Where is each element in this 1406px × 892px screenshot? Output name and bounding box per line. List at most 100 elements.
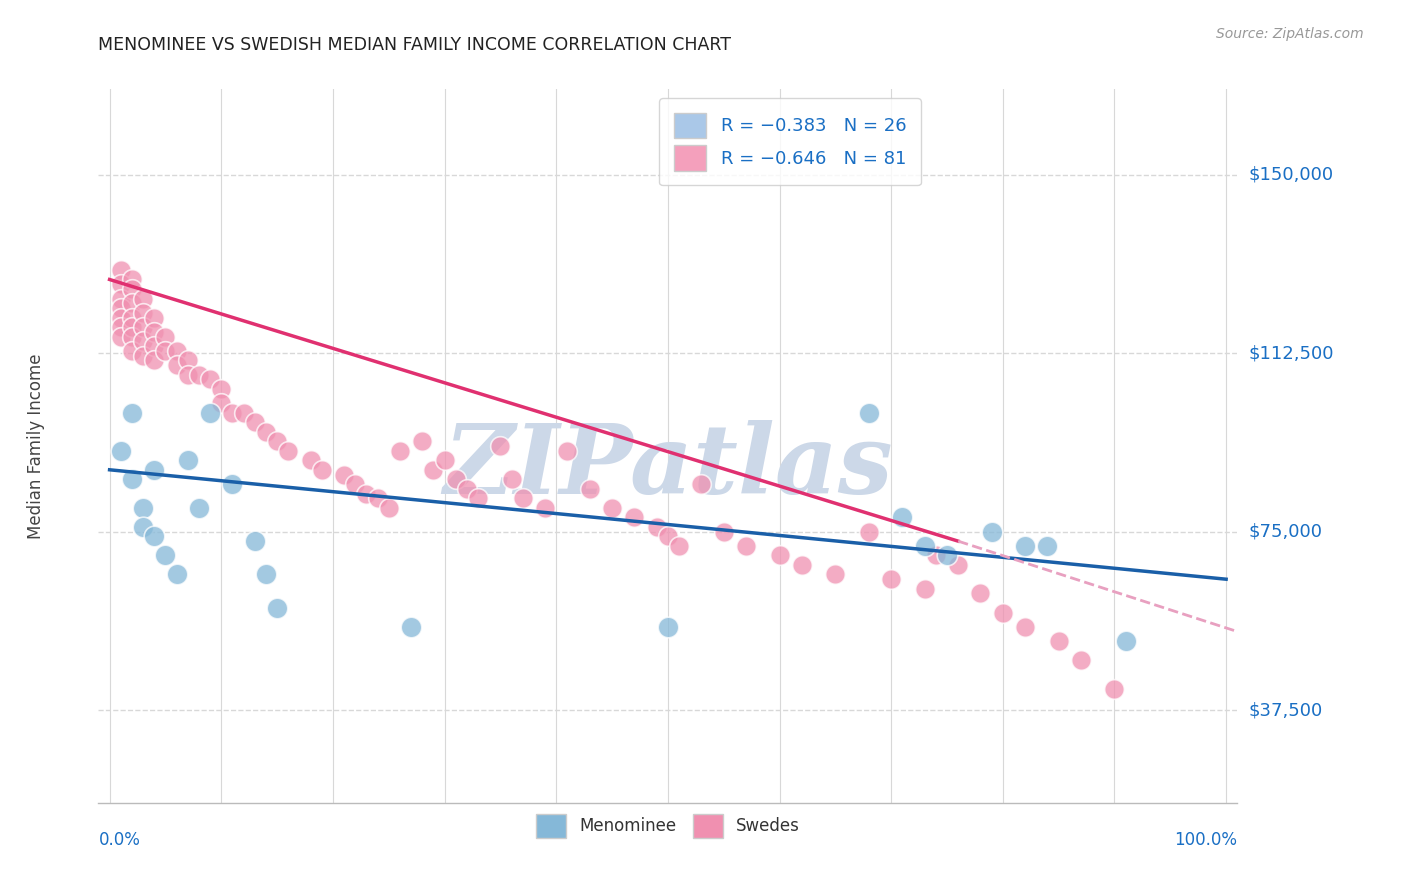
Point bbox=[858, 406, 880, 420]
Point bbox=[110, 263, 132, 277]
Point bbox=[969, 586, 991, 600]
Point bbox=[221, 477, 243, 491]
Legend: Menominee, Swedes: Menominee, Swedes bbox=[529, 807, 807, 845]
Point bbox=[356, 486, 378, 500]
Point bbox=[467, 491, 489, 506]
Text: Source: ZipAtlas.com: Source: ZipAtlas.com bbox=[1216, 27, 1364, 41]
Point bbox=[143, 353, 166, 368]
Point bbox=[444, 472, 467, 486]
Point bbox=[209, 382, 232, 396]
Point bbox=[132, 306, 155, 320]
Point bbox=[657, 529, 679, 543]
Point bbox=[623, 510, 645, 524]
Point bbox=[991, 606, 1014, 620]
Point bbox=[344, 477, 367, 491]
Point bbox=[1115, 634, 1137, 648]
Point bbox=[121, 329, 143, 343]
Point bbox=[399, 620, 422, 634]
Point bbox=[209, 396, 232, 410]
Point bbox=[891, 510, 914, 524]
Point bbox=[132, 334, 155, 349]
Text: ZIPatlas: ZIPatlas bbox=[443, 420, 893, 515]
Point bbox=[110, 329, 132, 343]
Point bbox=[433, 453, 456, 467]
Point bbox=[1036, 539, 1059, 553]
Point bbox=[936, 549, 959, 563]
Point bbox=[132, 349, 155, 363]
Point bbox=[534, 500, 557, 515]
Point bbox=[735, 539, 758, 553]
Point bbox=[121, 472, 143, 486]
Point bbox=[232, 406, 254, 420]
Point bbox=[1014, 620, 1036, 634]
Point bbox=[946, 558, 969, 572]
Text: $112,500: $112,500 bbox=[1249, 344, 1334, 362]
Point bbox=[243, 534, 266, 549]
Point bbox=[121, 406, 143, 420]
Point bbox=[501, 472, 523, 486]
Point bbox=[914, 582, 936, 596]
Point bbox=[254, 425, 277, 439]
Point bbox=[132, 500, 155, 515]
Point bbox=[790, 558, 813, 572]
Point bbox=[690, 477, 713, 491]
Point bbox=[198, 372, 221, 386]
Point bbox=[299, 453, 322, 467]
Point bbox=[266, 434, 288, 449]
Point bbox=[110, 277, 132, 292]
Point bbox=[143, 463, 166, 477]
Point bbox=[277, 443, 299, 458]
Point bbox=[132, 320, 155, 334]
Point bbox=[512, 491, 534, 506]
Point bbox=[1070, 653, 1092, 667]
Text: MENOMINEE VS SWEDISH MEDIAN FAMILY INCOME CORRELATION CHART: MENOMINEE VS SWEDISH MEDIAN FAMILY INCOM… bbox=[98, 36, 731, 54]
Point bbox=[110, 443, 132, 458]
Point bbox=[925, 549, 948, 563]
Point bbox=[578, 482, 600, 496]
Point bbox=[121, 320, 143, 334]
Point bbox=[266, 600, 288, 615]
Point bbox=[166, 358, 188, 372]
Point bbox=[110, 292, 132, 306]
Point bbox=[1104, 681, 1126, 696]
Point bbox=[388, 443, 411, 458]
Point bbox=[1047, 634, 1070, 648]
Point bbox=[880, 572, 903, 586]
Point bbox=[713, 524, 735, 539]
Text: 0.0%: 0.0% bbox=[98, 831, 141, 849]
Text: $37,500: $37,500 bbox=[1249, 701, 1323, 719]
Point bbox=[254, 567, 277, 582]
Point bbox=[132, 520, 155, 534]
Point bbox=[187, 500, 209, 515]
Point bbox=[121, 310, 143, 325]
Point bbox=[377, 500, 399, 515]
Point bbox=[858, 524, 880, 539]
Point bbox=[166, 343, 188, 358]
Point bbox=[121, 272, 143, 286]
Point bbox=[768, 549, 790, 563]
Point bbox=[422, 463, 444, 477]
Point bbox=[177, 453, 200, 467]
Point bbox=[311, 463, 333, 477]
Point bbox=[110, 320, 132, 334]
Point bbox=[243, 415, 266, 429]
Point bbox=[110, 310, 132, 325]
Point bbox=[1014, 539, 1036, 553]
Point bbox=[110, 301, 132, 315]
Point bbox=[367, 491, 389, 506]
Point bbox=[143, 339, 166, 353]
Point bbox=[333, 467, 356, 482]
Point bbox=[198, 406, 221, 420]
Point bbox=[980, 524, 1002, 539]
Point bbox=[132, 292, 155, 306]
Point bbox=[121, 282, 143, 296]
Point bbox=[600, 500, 623, 515]
Point bbox=[143, 325, 166, 339]
Point bbox=[489, 439, 512, 453]
Point bbox=[166, 567, 188, 582]
Point bbox=[221, 406, 243, 420]
Point bbox=[411, 434, 433, 449]
Point bbox=[824, 567, 846, 582]
Point bbox=[914, 539, 936, 553]
Point bbox=[177, 353, 200, 368]
